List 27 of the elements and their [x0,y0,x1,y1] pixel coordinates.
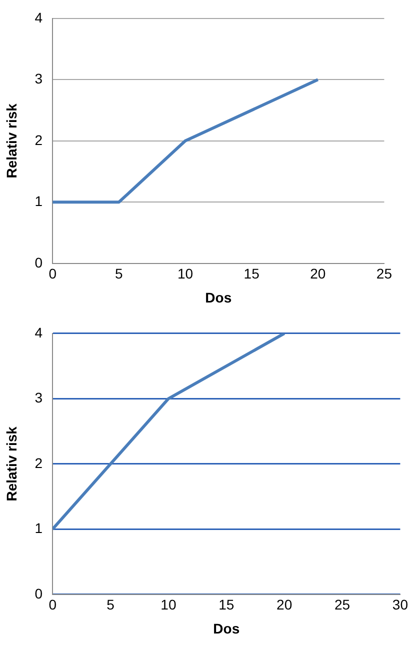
x-tick-label: 15 [244,266,260,282]
x-tick-label: 0 [48,596,57,613]
x-tick-label: 15 [218,596,234,613]
x-tick-label: 10 [177,266,194,282]
y-tick-label: 3 [34,390,43,406]
x-tick-label: 5 [106,596,115,613]
x-tick-label: 10 [160,596,176,613]
x-tick-label: 25 [376,266,392,282]
x-axis-title: Dos [205,289,232,306]
x-tick-label: 30 [392,596,408,613]
x-tick-label: 0 [48,266,57,282]
y-tick-label: 2 [34,454,43,471]
x-tick-label: 25 [334,596,350,613]
y-tick-label: 3 [34,70,43,87]
x-axis-title: Dos [213,620,240,636]
y-tick-label: 1 [34,193,43,210]
y-tick-label: 0 [34,585,43,602]
y-axis-title: Relativ risk [3,103,20,178]
y-axis-title: Relativ risk [3,426,20,502]
y-tick-label: 0 [34,254,43,270]
x-tick-label: 20 [310,266,326,282]
y-tick-label: 1 [34,520,43,536]
x-tick-label: 20 [276,596,292,613]
y-tick-label: 4 [34,324,43,340]
y-tick-label: 2 [34,132,43,148]
y-tick-label: 4 [34,9,43,26]
x-tick-label: 5 [115,266,124,282]
